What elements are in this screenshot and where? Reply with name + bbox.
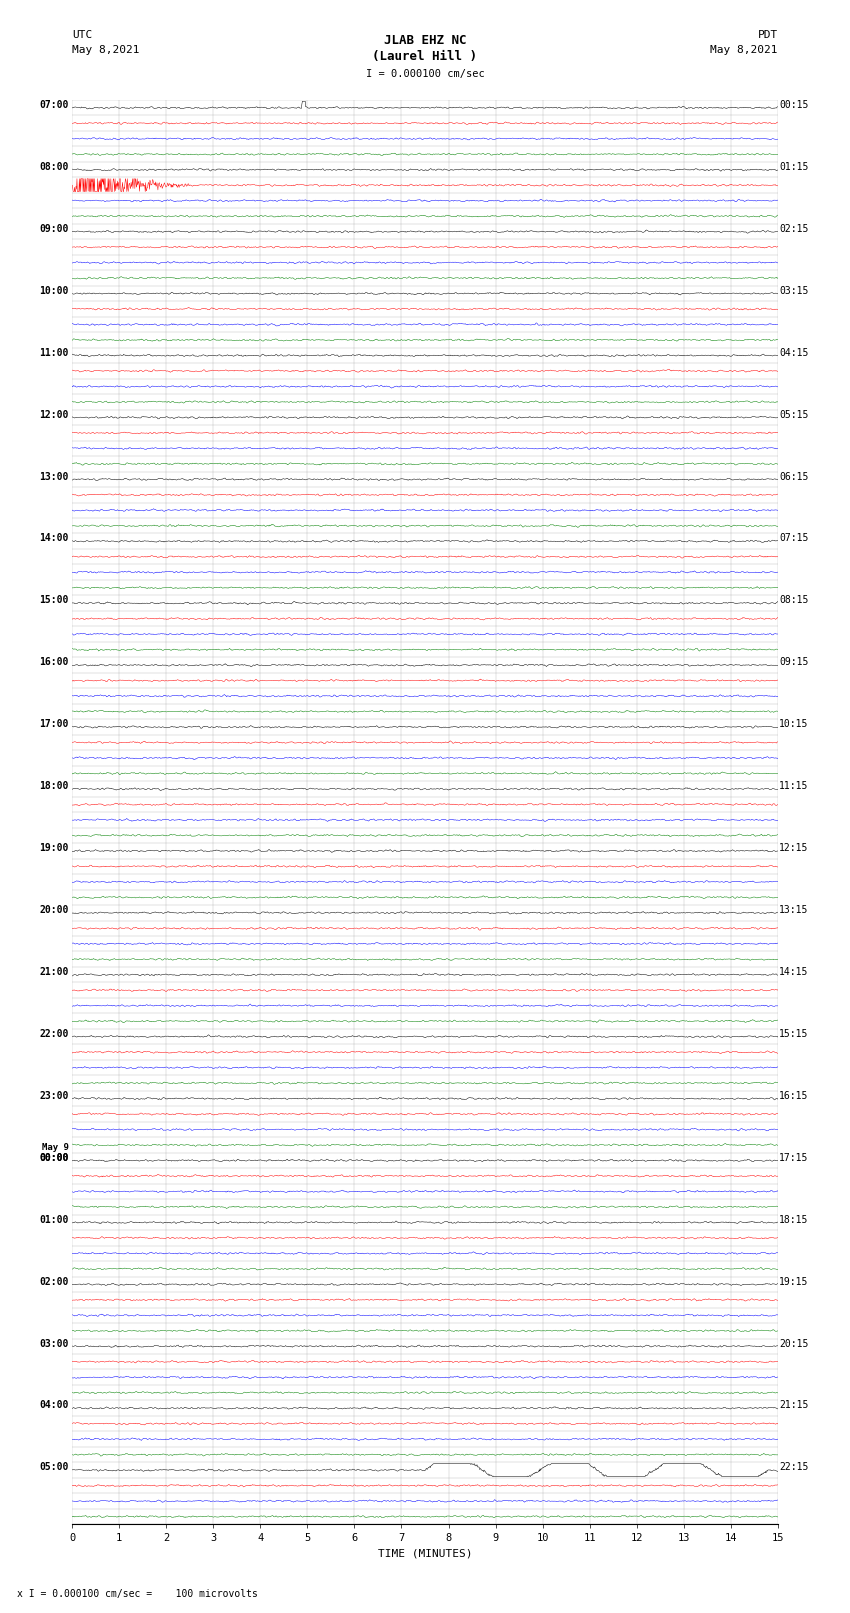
Text: 15:15: 15:15	[779, 1029, 808, 1039]
Text: 04:00: 04:00	[39, 1400, 69, 1410]
Text: 21:15: 21:15	[779, 1400, 808, 1410]
Text: 21:00: 21:00	[39, 966, 69, 977]
Text: 19:00: 19:00	[39, 844, 69, 853]
Text: May 9: May 9	[42, 1144, 69, 1152]
Text: 13:00: 13:00	[39, 471, 69, 482]
Text: 05:00: 05:00	[39, 1463, 69, 1473]
X-axis label: TIME (MINUTES): TIME (MINUTES)	[377, 1548, 473, 1558]
Text: May 8,2021: May 8,2021	[711, 45, 778, 55]
Text: 07:15: 07:15	[779, 534, 808, 544]
Text: 00:00: 00:00	[39, 1153, 69, 1163]
Text: 06:15: 06:15	[779, 471, 808, 482]
Text: (Laurel Hill ): (Laurel Hill )	[372, 50, 478, 63]
Text: 12:00: 12:00	[39, 410, 69, 419]
Text: 18:15: 18:15	[779, 1215, 808, 1224]
Text: 12:15: 12:15	[779, 844, 808, 853]
Text: 08:15: 08:15	[779, 595, 808, 605]
Text: 15:00: 15:00	[39, 595, 69, 605]
Text: 14:15: 14:15	[779, 966, 808, 977]
Text: 10:00: 10:00	[39, 286, 69, 295]
Text: 01:15: 01:15	[779, 161, 808, 173]
Text: 16:00: 16:00	[39, 658, 69, 668]
Text: 18:00: 18:00	[39, 781, 69, 792]
Text: I = 0.000100 cm/sec: I = 0.000100 cm/sec	[366, 69, 484, 79]
Text: 07:00: 07:00	[39, 100, 69, 110]
Text: 09:15: 09:15	[779, 658, 808, 668]
Text: 22:15: 22:15	[779, 1463, 808, 1473]
Text: 09:00: 09:00	[39, 224, 69, 234]
Text: JLAB EHZ NC: JLAB EHZ NC	[383, 34, 467, 47]
Text: 17:15: 17:15	[779, 1153, 808, 1163]
Text: 17:00: 17:00	[39, 719, 69, 729]
Text: 00:00: 00:00	[39, 1153, 69, 1163]
Text: 16:15: 16:15	[779, 1090, 808, 1100]
Text: 05:15: 05:15	[779, 410, 808, 419]
Text: 20:00: 20:00	[39, 905, 69, 915]
Text: 22:00: 22:00	[39, 1029, 69, 1039]
Text: PDT: PDT	[757, 31, 778, 40]
Text: 20:15: 20:15	[779, 1339, 808, 1348]
Text: 00:15: 00:15	[779, 100, 808, 110]
Text: 19:15: 19:15	[779, 1276, 808, 1287]
Text: 13:15: 13:15	[779, 905, 808, 915]
Text: 04:15: 04:15	[779, 348, 808, 358]
Text: 14:00: 14:00	[39, 534, 69, 544]
Text: 11:15: 11:15	[779, 781, 808, 792]
Text: 10:15: 10:15	[779, 719, 808, 729]
Text: 08:00: 08:00	[39, 161, 69, 173]
Text: 02:00: 02:00	[39, 1276, 69, 1287]
Text: 23:00: 23:00	[39, 1090, 69, 1100]
Text: 03:00: 03:00	[39, 1339, 69, 1348]
Text: 11:00: 11:00	[39, 348, 69, 358]
Text: UTC: UTC	[72, 31, 93, 40]
Text: 02:15: 02:15	[779, 224, 808, 234]
Text: x I = 0.000100 cm/sec =    100 microvolts: x I = 0.000100 cm/sec = 100 microvolts	[17, 1589, 258, 1598]
Text: 03:15: 03:15	[779, 286, 808, 295]
Text: 01:00: 01:00	[39, 1215, 69, 1224]
Text: May 8,2021: May 8,2021	[72, 45, 139, 55]
